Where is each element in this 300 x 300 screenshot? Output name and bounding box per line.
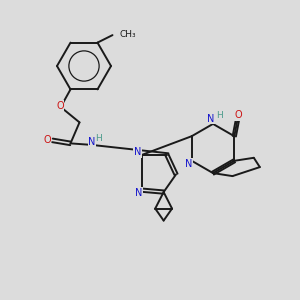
Text: N: N [185, 159, 192, 169]
Text: N: N [207, 113, 214, 124]
Text: N: N [134, 147, 141, 158]
Text: H: H [216, 111, 223, 120]
Text: N: N [135, 188, 142, 198]
Text: O: O [234, 110, 242, 120]
Text: H: H [96, 134, 102, 143]
Text: N: N [88, 137, 96, 148]
Text: O: O [56, 101, 64, 111]
Text: CH₃: CH₃ [119, 30, 136, 39]
Text: O: O [43, 135, 51, 146]
